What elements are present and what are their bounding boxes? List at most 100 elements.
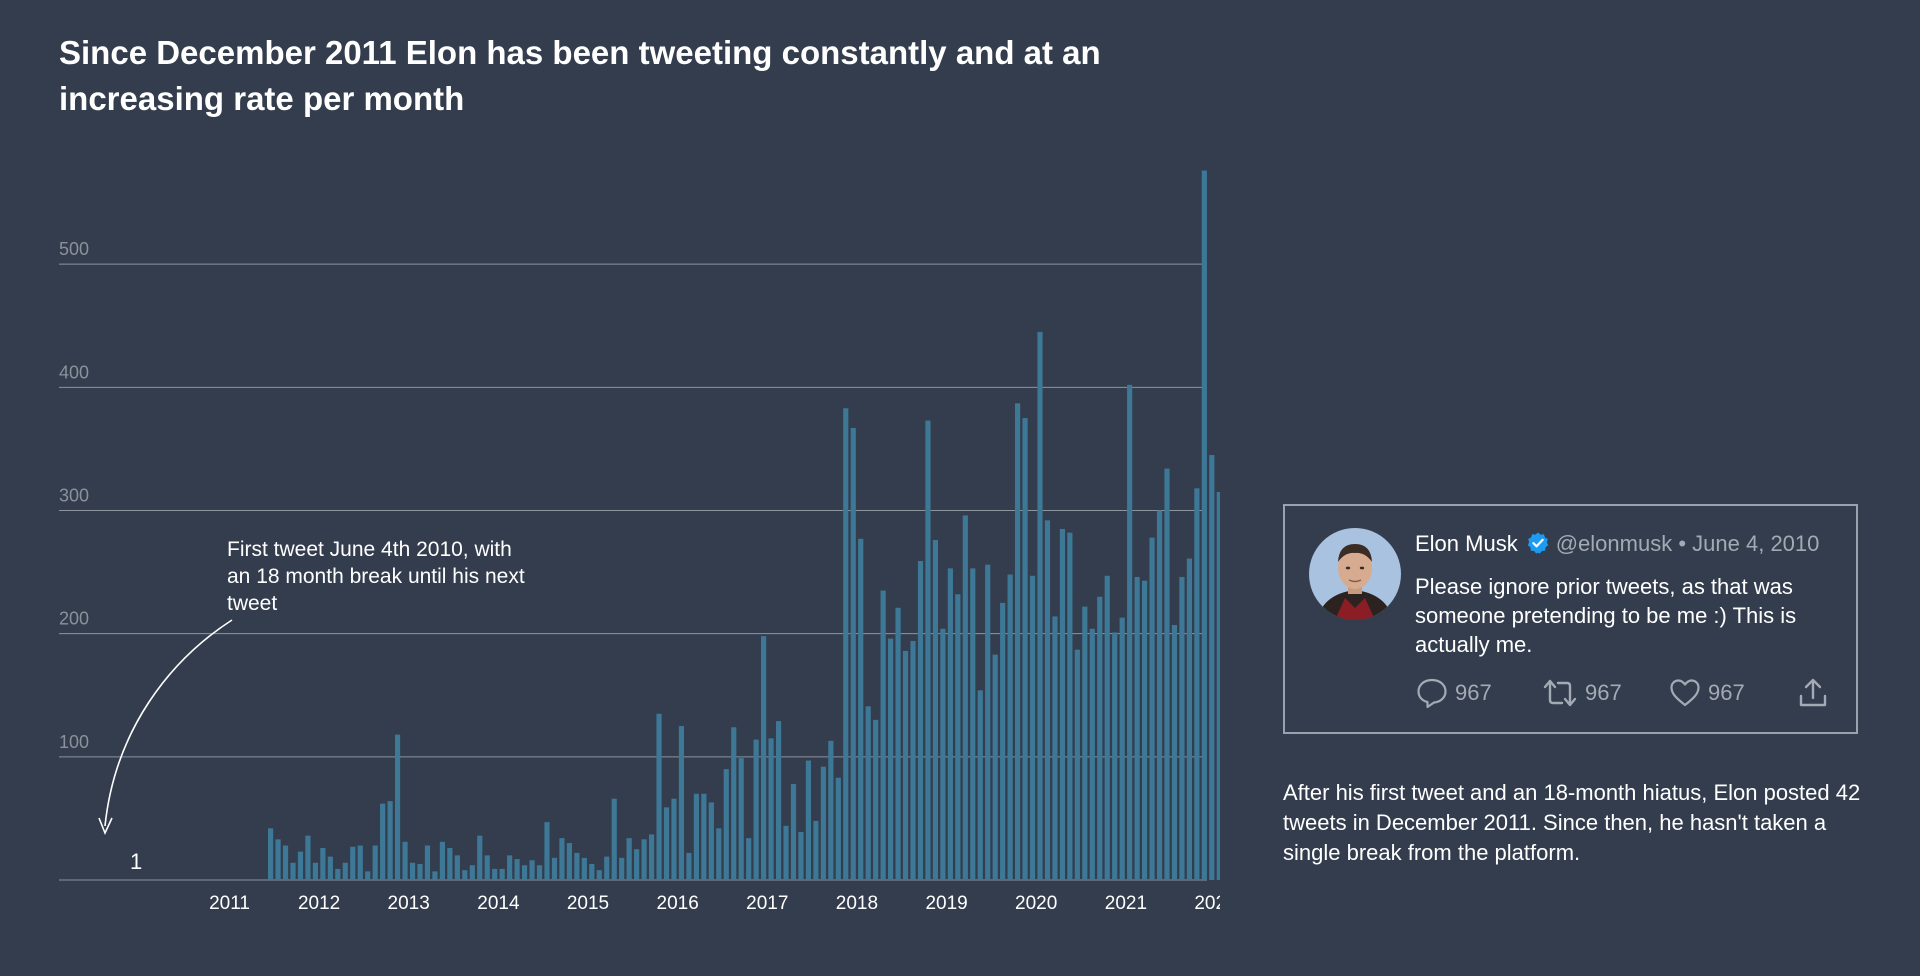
bar <box>1007 574 1013 880</box>
tweet-author-name[interactable]: Elon Musk <box>1415 531 1518 556</box>
bar <box>835 777 841 880</box>
bar <box>708 802 714 880</box>
bar <box>1119 617 1125 880</box>
verified-badge-icon <box>1526 531 1550 562</box>
bar <box>327 856 333 880</box>
bar <box>761 636 767 880</box>
bar <box>634 849 640 880</box>
y-tick-100: 100 <box>59 732 89 752</box>
bar <box>529 860 535 880</box>
bar <box>611 798 617 880</box>
y-axis-ticks: 100 200 300 400 500 <box>59 239 89 752</box>
bar <box>1029 575 1036 880</box>
bar <box>342 862 348 880</box>
bar <box>335 868 341 880</box>
chart-caption: After his first tweet and an 18-month hi… <box>1283 780 1861 865</box>
reply-button[interactable]: 967 <box>1415 676 1492 710</box>
bar <box>746 838 752 880</box>
like-icon <box>1670 679 1700 707</box>
bar <box>895 607 901 880</box>
y-tick-500: 500 <box>59 239 89 259</box>
bar <box>1142 580 1148 880</box>
bar <box>805 760 812 880</box>
bar <box>507 855 513 880</box>
bar <box>1179 577 1185 880</box>
bar <box>1112 632 1118 880</box>
bar <box>1127 384 1133 880</box>
annotation-arrow-head <box>98 817 113 836</box>
bar <box>932 540 939 880</box>
bar <box>723 769 729 880</box>
retweet-icon <box>1543 679 1577 707</box>
bar <box>888 638 894 880</box>
x-tick-2022: 2022 <box>1194 893 1220 914</box>
bar <box>305 835 311 880</box>
x-tick-2016: 2016 <box>657 893 699 914</box>
retweet-button[interactable]: 967 <box>1541 676 1622 710</box>
bar <box>977 690 983 880</box>
bar <box>409 862 416 880</box>
x-tick-2018: 2018 <box>836 893 878 914</box>
first-tweet-annotation: First tweet June 4th 2010, with an 18 mo… <box>98 538 525 836</box>
x-tick-2017: 2017 <box>746 893 788 914</box>
bar <box>985 564 991 880</box>
bar <box>1052 616 1058 880</box>
bar <box>484 855 490 880</box>
bar <box>828 740 834 880</box>
y-tick-200: 200 <box>59 609 89 629</box>
bar <box>925 420 931 880</box>
bar <box>947 568 953 880</box>
bar <box>365 871 371 880</box>
like-count: 967 <box>1708 680 1745 705</box>
bar <box>783 825 789 880</box>
bar <box>798 831 804 880</box>
bar <box>1149 537 1155 880</box>
bar <box>619 857 625 880</box>
bar <box>387 801 393 880</box>
avatar <box>1309 528 1401 620</box>
bar <box>402 841 408 880</box>
x-tick-2021: 2021 <box>1105 893 1147 914</box>
bar <box>514 859 520 880</box>
retweet-count: 967 <box>1585 680 1622 705</box>
share-icon <box>1799 678 1827 707</box>
tweet-text: Please ignore prior tweets, as that was … <box>1415 574 1797 657</box>
bar <box>477 835 483 880</box>
first-tweet-value-label: 1 <box>130 849 142 874</box>
bar <box>596 870 602 880</box>
x-tick-2014: 2014 <box>477 893 520 914</box>
bar <box>454 855 460 880</box>
bar <box>268 828 274 880</box>
bar <box>880 590 886 880</box>
bar <box>350 846 356 880</box>
bar <box>1022 418 1028 880</box>
bar <box>589 863 595 880</box>
bar <box>1164 468 1170 880</box>
bar <box>544 822 550 880</box>
bar <box>320 847 326 880</box>
bar <box>1216 492 1220 880</box>
bar <box>581 857 587 880</box>
share-button[interactable] <box>1796 676 1836 710</box>
bar <box>1059 528 1065 880</box>
tweet-date[interactable]: June 4, 2010 <box>1692 531 1820 556</box>
x-axis-ticks: 2011 2012 2013 2014 2015 2016 2017 2018 2019 2020… <box>209 893 1220 914</box>
bar <box>1037 331 1043 880</box>
annotation-line-3: tweet <box>227 592 277 615</box>
bars: 1 <box>130 170 1220 881</box>
bar <box>858 538 864 880</box>
bar <box>843 408 849 880</box>
annotation-line-2: an 18 month break until his next <box>227 565 525 588</box>
tweet-handle[interactable]: @elonmusk <box>1555 531 1673 556</box>
like-button[interactable]: 967 <box>1668 676 1745 710</box>
bar <box>902 650 909 880</box>
bar <box>447 847 453 880</box>
bar <box>1067 532 1073 880</box>
y-tick-300: 300 <box>59 485 89 505</box>
bar <box>873 719 879 880</box>
bar <box>559 838 565 880</box>
bar <box>1156 510 1163 880</box>
bar <box>275 839 281 880</box>
bar <box>357 845 363 880</box>
bar <box>290 862 296 880</box>
